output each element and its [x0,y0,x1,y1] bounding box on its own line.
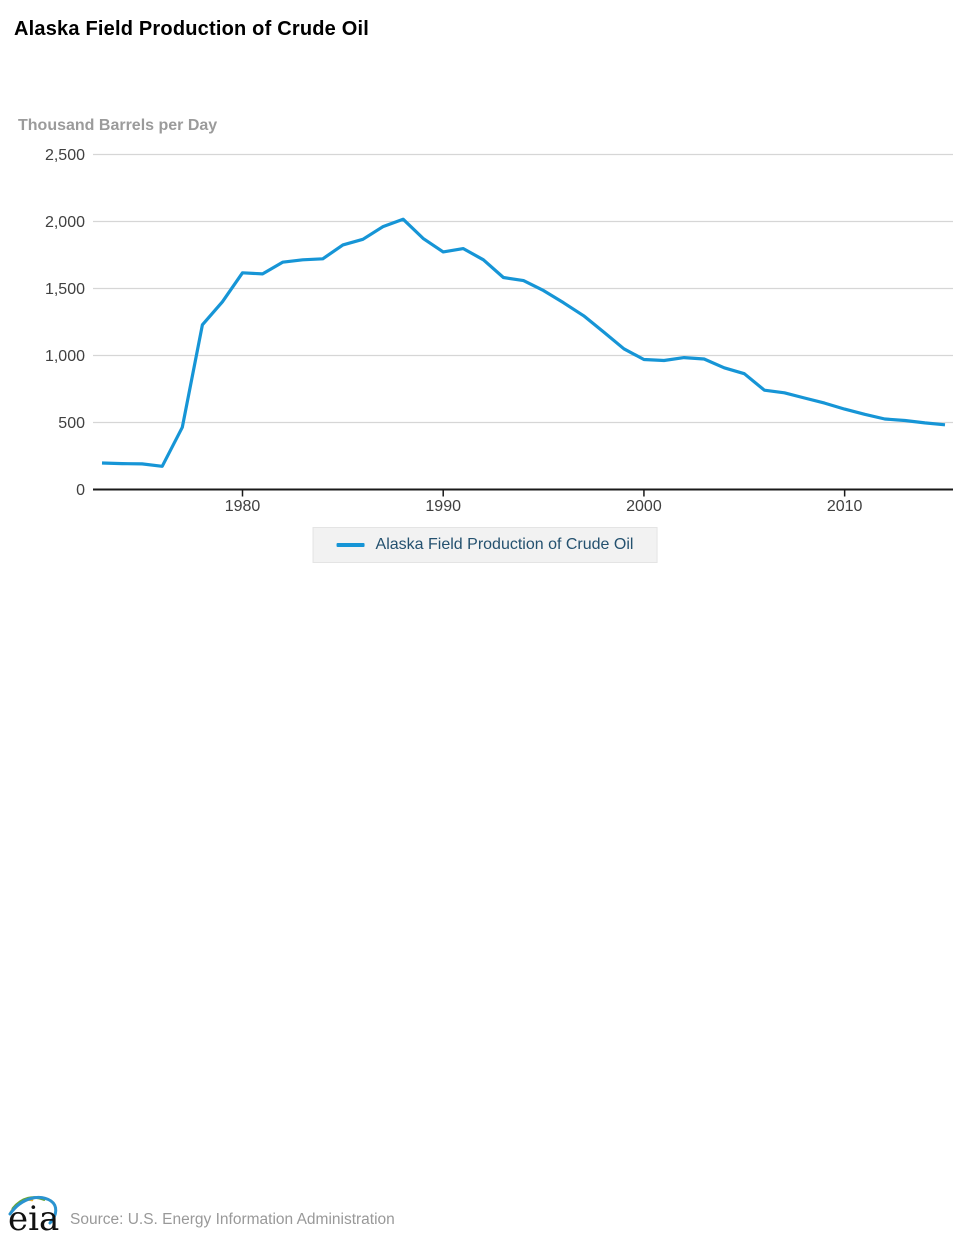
chart-title: Alaska Field Production of Crude Oil [14,18,370,40]
legend-line-swatch [336,543,365,547]
y-tick-label: 1,500 [45,281,85,298]
x-tick-label: 1990 [425,498,461,515]
eia-logo[interactable]: eia [7,1192,65,1238]
source-text: Source: U.S. Energy Information Administ… [70,1211,395,1228]
y-tick-label: 1,000 [45,348,85,365]
y-tick-label: 2,500 [45,147,85,164]
legend-series-label: Alaska Field Production of Crude Oil [375,536,634,553]
y-tick-label: 0 [76,482,85,499]
x-tick-label: 1980 [225,498,261,515]
y-tick-label: 2,000 [45,214,85,231]
line-chart: 0 500 1,000 1,500 2,000 2,500 1980 1990 2000 2010 [45,147,953,515]
x-tick-label: 2010 [827,498,863,515]
logo-text: eia [8,1199,59,1238]
chart-container: Alaska Field Production of Crude Oil Tho… [0,18,970,1238]
footer: eia Source: U.S. Energy Information Admi… [0,594,970,1238]
y-axis-unit-label: Thousand Barrels per Day [18,117,218,134]
legend[interactable]: Alaska Field Production of Crude Oil [312,527,658,563]
data-series-line [101,217,946,468]
y-tick-label: 500 [58,415,85,432]
x-tick-label: 2000 [626,498,662,515]
